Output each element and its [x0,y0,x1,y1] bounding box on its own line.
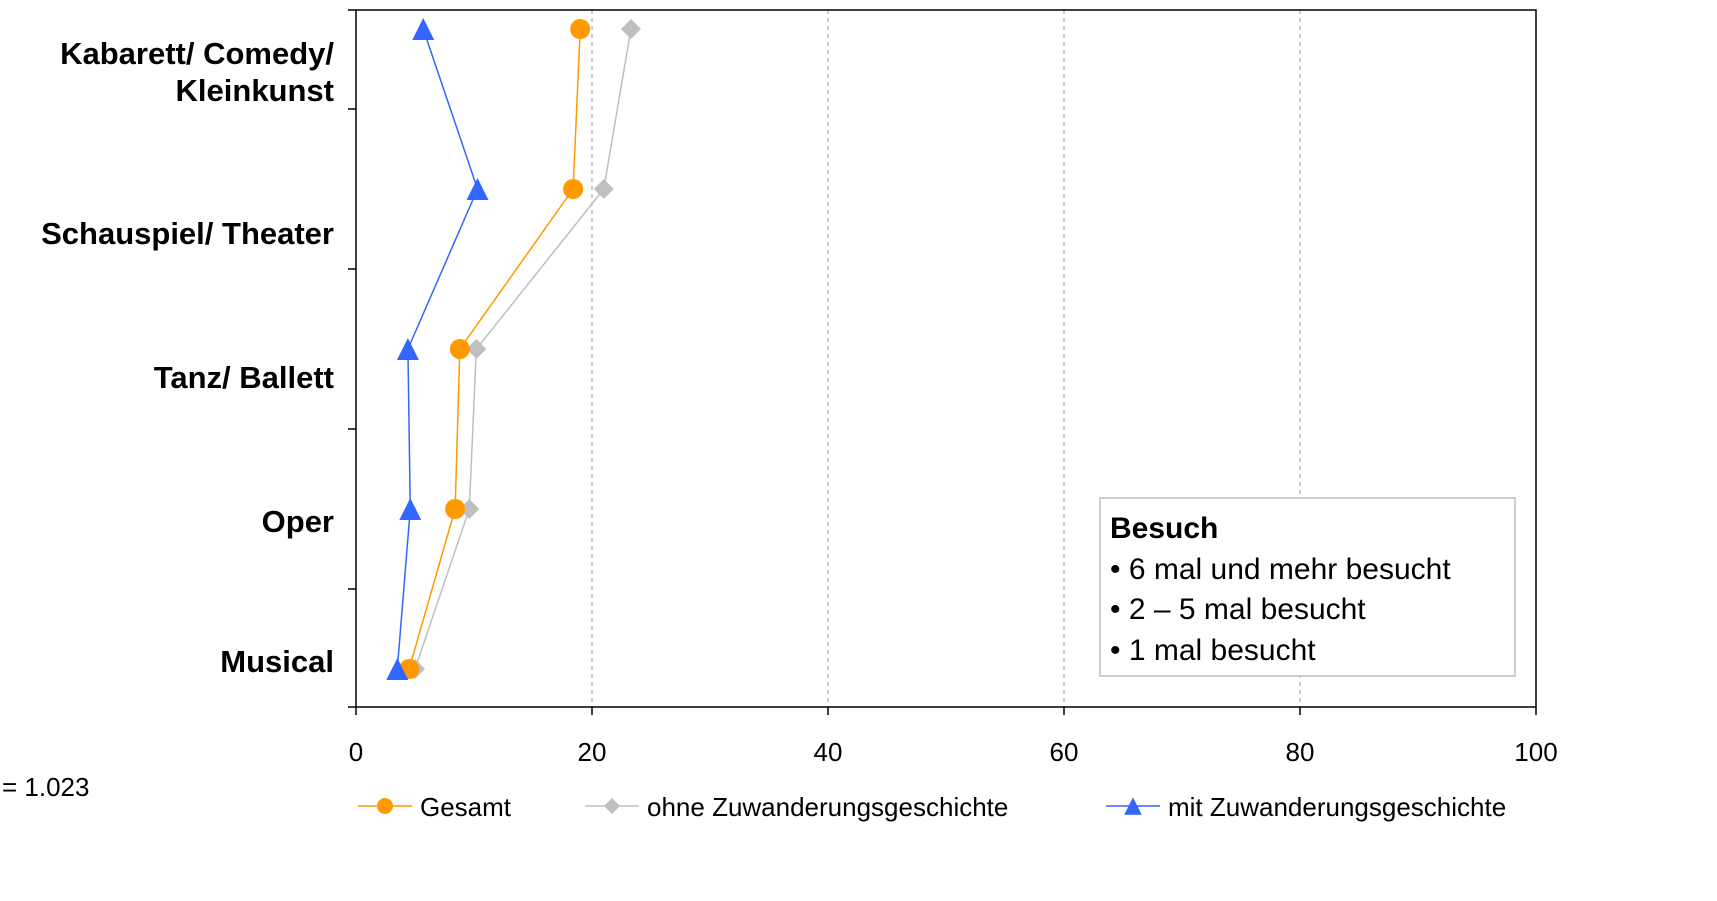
label-layer: Kabarett/ Comedy/Kleinkunst Schauspiel/ T… [41,36,334,679]
x-tick-label: 100 [1514,737,1557,767]
diamond-marker [620,19,641,39]
plot-frame [355,9,1537,708]
legend-label: mit Zuwanderungsgeschichte [1168,792,1506,822]
circle-marker [449,339,470,359]
category-label: Kleinkunst [176,73,334,108]
axis-layer: 0 20 40 60 80 100 [348,9,1558,767]
diamond-marker [604,798,620,814]
circle-marker [563,179,584,199]
triangle-marker [412,18,435,40]
annotation-box-item: • 6 mal und mehr besucht [1110,553,1451,586]
x-tick-label: 20 [578,737,607,767]
annotation-box: Besuch • 6 mal und mehr besucht • 2 – 5 … [1099,497,1516,677]
sample-size-note: = 1.023 [2,772,89,802]
circle-marker [445,499,466,519]
x-tick-label: 0 [349,737,363,767]
circle-marker [570,19,591,39]
series-line [408,28,581,670]
category-label: Schauspiel/ Theater [41,216,334,251]
triangle-marker [386,658,409,680]
category-label: Oper [262,504,334,539]
legend: Gesamt ohne Zuwanderungsgeschichte mit Zuw… [358,792,1506,822]
circle-marker [377,798,393,814]
triangle-marker [399,498,422,520]
triangle-marker [1124,797,1142,815]
category-label: Tanz/ Ballett [154,360,334,395]
diamond-marker [466,339,487,359]
x-tick-label: 80 [1286,737,1315,767]
annotation-box-title: Besuch [1110,512,1218,545]
x-tick-label: 40 [814,737,843,767]
series-line [414,28,632,670]
legend-label: ohne Zuwanderungsgeschichte [647,792,1008,822]
category-label: Musical [220,644,334,679]
annotation-box-item: • 2 – 5 mal besucht [1110,593,1366,626]
triangle-marker [396,338,419,360]
x-tick-label: 60 [1050,737,1079,767]
triangle-marker [466,178,489,200]
legend-label: Gesamt [420,792,512,822]
category-label: Kabarett/ Comedy/ [60,36,334,71]
annotation-box-item: • 1 mal besucht [1110,634,1316,667]
annotation-box-frame [1099,497,1516,677]
diamond-marker [593,179,614,199]
diamond-marker [459,499,480,519]
series-layer [386,18,641,680]
